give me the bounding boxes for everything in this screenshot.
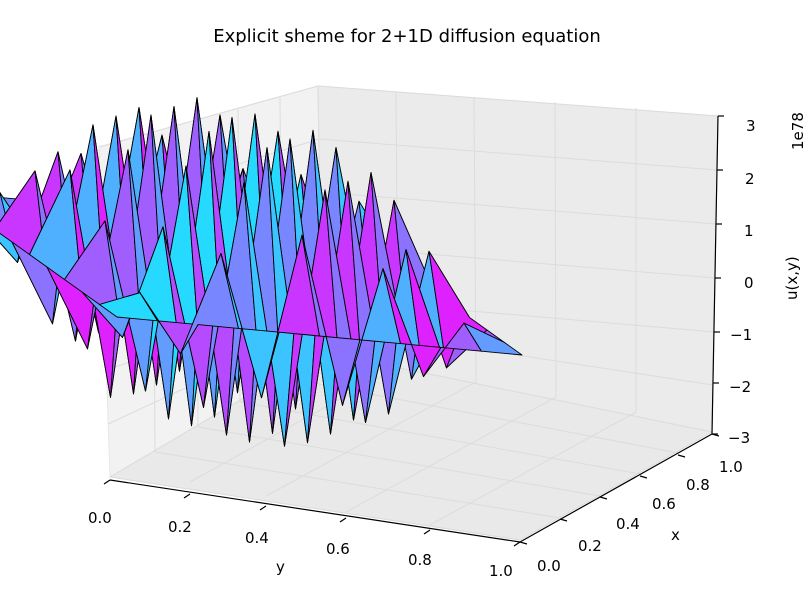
surface-layer: [0, 97, 523, 447]
tick-marks: [103, 115, 724, 547]
z-tick-label: 3: [746, 117, 756, 135]
x-axis-title: x: [671, 526, 680, 544]
surface-patch: [463, 322, 523, 356]
x-tick-label: 1.0: [719, 458, 743, 476]
z-tick-label: 1: [744, 222, 754, 240]
z-tick-label: −3: [728, 429, 750, 447]
z-scale-label: 1e78: [789, 112, 807, 150]
y-tick-label: 0.2: [168, 518, 192, 536]
z-axis-title: u(x,y): [783, 256, 801, 300]
x-axis-ticks: 0.0 0.2 0.4 0.6 0.8 1.0: [537, 458, 743, 575]
z-tick-label: 0: [744, 274, 754, 292]
z-tick-label: −2: [729, 378, 751, 396]
z-axis-ticks: 3 2 1 0 −1 −2 −3: [728, 117, 756, 447]
x-tick-label: 0.8: [686, 476, 710, 494]
x-tick-label: 0.0: [537, 557, 561, 575]
x-tick-label: 0.6: [652, 495, 676, 513]
x-tick-label: 0.2: [578, 537, 602, 555]
x-axis-line: [519, 433, 713, 543]
y-tick-label: 0.6: [326, 540, 350, 558]
z-tick-label: 2: [745, 170, 755, 188]
z-tick-label: −1: [730, 326, 752, 344]
y-axis-title: y: [276, 558, 285, 576]
y-tick-label: 0.0: [88, 509, 112, 527]
axis-lines: [109, 115, 719, 543]
y-axis-ticks: 0.0 0.2 0.4 0.6 0.8 1.0: [88, 509, 513, 580]
z-axis-line: [711, 115, 719, 435]
x-tick-label: 0.4: [616, 515, 640, 533]
y-tick-label: 1.0: [489, 562, 513, 580]
chart-title: Explicit sheme for 2+1D diffusion equati…: [213, 26, 601, 47]
y-tick-label: 0.4: [245, 529, 269, 547]
y-tick-label: 0.8: [408, 551, 432, 569]
y-axis-line: [109, 479, 521, 543]
